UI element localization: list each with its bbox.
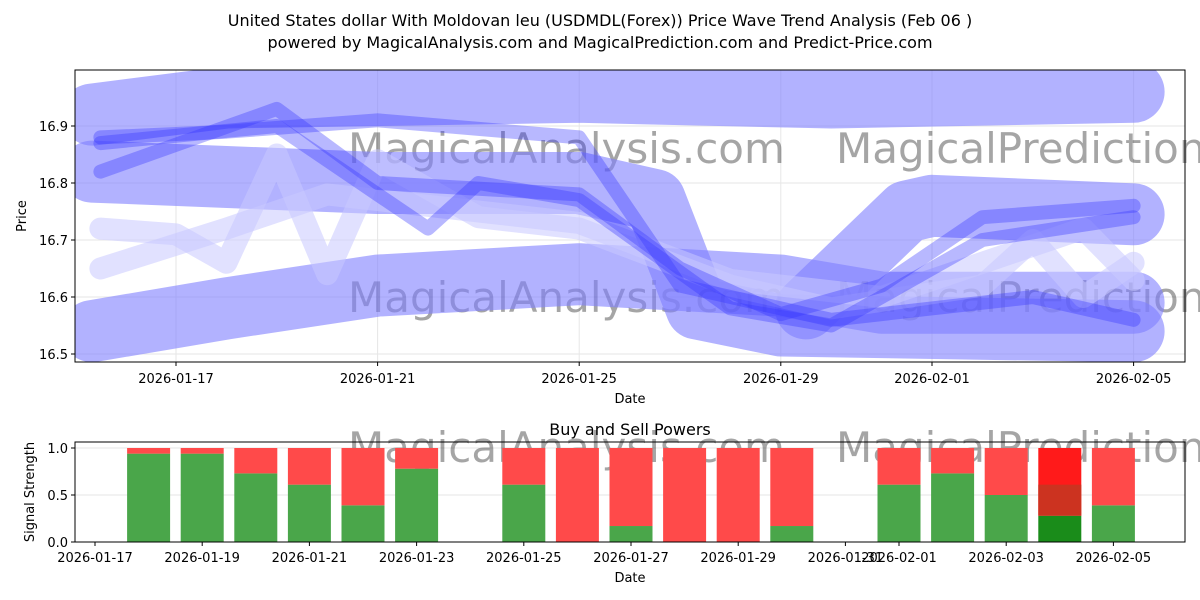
y-tick-label: 16.6: [39, 291, 68, 306]
buy-bar: [287, 484, 331, 542]
x-tick-label: 2026-01-27: [593, 551, 669, 566]
buy-bar: [502, 484, 546, 542]
buy-bar: [234, 473, 278, 542]
sell-bar: [341, 448, 385, 506]
y-tick-label: 16.8: [39, 177, 68, 192]
sell-bar: [555, 448, 599, 542]
x-tick-label: 2026-01-21: [340, 372, 416, 387]
price-wave-band-top: [75, 70, 1165, 146]
sell-bar: [395, 448, 439, 469]
x-tick-label: 2026-01-29: [700, 551, 776, 566]
sell-bar: [234, 448, 278, 474]
x-tick-label: 2026-01-17: [138, 372, 214, 387]
sell-bar: [127, 448, 171, 454]
buy-bar: [180, 453, 224, 542]
x-axis-label: Date: [614, 392, 645, 407]
x-tick-label: 2026-01-31: [808, 551, 884, 566]
signal-chart-title: Buy and Sell Powers: [549, 420, 711, 439]
y-tick-label: 16.5: [39, 348, 68, 363]
x-tick-label: 2026-01-19: [164, 551, 240, 566]
y-tick-label: 0.0: [47, 536, 68, 551]
x-tick-label: 2026-01-29: [743, 372, 819, 387]
price-wave-band-right: [775, 174, 1165, 340]
x-tick-label: 2026-01-25: [541, 372, 617, 387]
buy-bar: [609, 526, 653, 542]
buy-bar: [395, 468, 439, 542]
buy-bar: [770, 526, 814, 542]
overlap-bar: [1038, 484, 1082, 516]
plot-frame: [74, 69, 1186, 363]
x-tick-label: 2026-01-23: [379, 551, 455, 566]
y-tick-label: 0.5: [47, 489, 68, 504]
price-chart: MagicalAnalysis.com MagicalPrediction.co…: [15, 69, 1200, 407]
y-tick-label: 16.9: [39, 120, 68, 135]
price-wave-wave-3: [93, 113, 1141, 327]
price-wave-wave-2: [93, 101, 1141, 322]
sell-bar: [931, 448, 975, 474]
sell-bar: [609, 448, 653, 527]
y-tick-label: 1.0: [47, 442, 68, 457]
sell-bar: [877, 448, 921, 485]
sell-bar: [663, 448, 707, 542]
price-wave-wave-5: [89, 183, 1145, 308]
sell-bar: [716, 448, 760, 542]
watermark: MagicalPrediction.com: [836, 124, 1200, 173]
price-wave-wave-1: [93, 119, 1141, 333]
buy-bar: [1091, 505, 1135, 542]
sell-bar: [287, 448, 331, 485]
x-tick-label: 2026-02-01: [861, 551, 937, 566]
sell-bar: [1091, 448, 1135, 506]
y-tick-label: 16.7: [39, 234, 68, 249]
x-tick-label: 2026-02-03: [968, 551, 1044, 566]
buy-bar: [877, 484, 921, 542]
x-tick-label: 2026-02-05: [1096, 372, 1172, 387]
x-tick-label: 2026-01-21: [272, 551, 348, 566]
buy-bar: [341, 505, 385, 542]
buy-bar: [1038, 515, 1082, 542]
x-tick-label: 2026-01-17: [57, 551, 133, 566]
sell-bar: [180, 448, 224, 454]
chart-subtitle: powered by MagicalAnalysis.com and Magic…: [267, 33, 932, 52]
sell-bar: [984, 448, 1028, 495]
sell-bar: [770, 448, 814, 527]
plot-frame: [74, 441, 1186, 543]
sell-bar: [502, 448, 546, 485]
x-tick-label: 2026-02-05: [1076, 551, 1152, 566]
buy-bar: [127, 453, 171, 542]
buy-bar: [984, 495, 1028, 542]
chart-title: United States dollar With Moldovan leu (…: [228, 11, 972, 30]
x-axis-label: Date: [614, 571, 645, 586]
y-axis-label: Price: [15, 200, 30, 232]
x-tick-label: 2026-02-01: [894, 372, 970, 387]
signal-chart: Buy and Sell Powers MagicalAnalysis.com …: [23, 420, 1200, 586]
x-tick-label: 2026-01-25: [486, 551, 562, 566]
buy-bar: [931, 473, 975, 542]
price-waves: [75, 70, 1165, 362]
y-axis-label: Signal Strength: [23, 442, 38, 542]
